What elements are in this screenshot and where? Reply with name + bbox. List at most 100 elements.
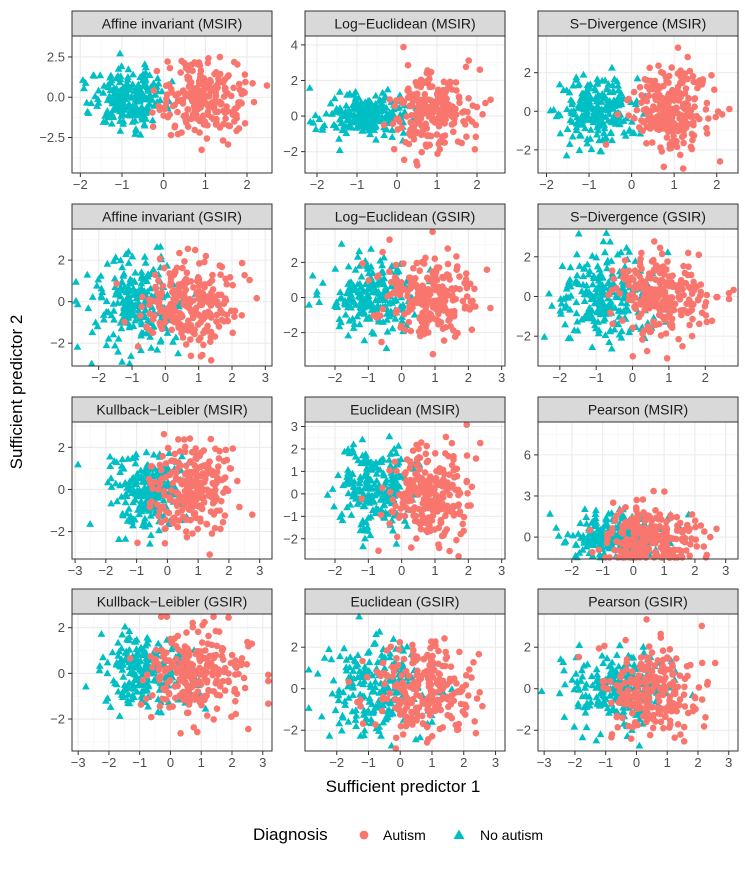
point-autism xyxy=(392,276,399,284)
point-autism xyxy=(425,141,433,149)
point-autism xyxy=(215,455,223,462)
point-autism xyxy=(415,518,422,526)
point-autism xyxy=(184,106,191,113)
point-autism xyxy=(703,99,711,107)
x-tick-label: 0 xyxy=(164,563,171,578)
point-autism xyxy=(414,162,421,169)
point-autism xyxy=(183,533,191,541)
point-autism xyxy=(646,64,653,72)
point-no-autism xyxy=(87,99,95,107)
point-autism xyxy=(188,470,195,478)
point-autism xyxy=(170,288,178,296)
point-autism xyxy=(196,260,203,267)
panel-log-euclidean-gsir: Log−Euclidean (GSIR)−2 −1 0 1 2 320−2 xyxy=(283,203,506,385)
point-autism xyxy=(400,156,408,164)
point-autism xyxy=(459,520,467,528)
point-autism xyxy=(633,270,640,277)
point-autism xyxy=(214,108,221,116)
point-autism xyxy=(651,286,658,293)
point-no-autism xyxy=(128,93,136,101)
point-autism xyxy=(454,502,462,510)
y-tick-label: −2 xyxy=(283,531,298,546)
point-autism xyxy=(635,313,643,321)
point-autism xyxy=(419,506,427,513)
point-autism xyxy=(418,131,425,139)
point-autism xyxy=(653,525,661,533)
point-autism xyxy=(158,475,166,483)
point-autism xyxy=(151,312,158,320)
point-no-autism xyxy=(81,79,90,86)
point-autism xyxy=(638,277,645,284)
point-autism xyxy=(238,312,246,319)
point-autism xyxy=(633,284,641,292)
point-autism xyxy=(224,487,232,495)
point-autism xyxy=(217,525,224,533)
point-autism xyxy=(194,115,201,123)
point-autism xyxy=(216,53,224,61)
point-autism xyxy=(686,67,694,75)
x-tick-label: 3 xyxy=(256,563,263,578)
point-autism xyxy=(217,100,225,108)
point-autism xyxy=(221,474,229,481)
point-autism xyxy=(629,353,637,360)
point-no-autism xyxy=(145,100,154,108)
point-autism xyxy=(213,115,220,123)
point-autism xyxy=(663,77,670,85)
point-autism xyxy=(193,484,201,491)
point-no-autism xyxy=(138,103,146,111)
point-autism xyxy=(454,329,461,337)
point-autism xyxy=(449,286,457,294)
point-autism xyxy=(422,450,430,458)
point-autism xyxy=(113,280,120,288)
point-autism xyxy=(434,150,441,157)
point-autism xyxy=(695,251,703,259)
point-autism xyxy=(187,322,195,329)
point-autism xyxy=(449,297,457,304)
point-autism xyxy=(453,253,460,260)
x-tick-label: 1 xyxy=(195,370,202,385)
y-tick-label: −2 xyxy=(283,325,298,340)
point-autism xyxy=(182,528,190,535)
x-tick-label: 2 xyxy=(225,563,232,578)
point-autism xyxy=(714,108,722,115)
point-autism xyxy=(180,502,188,510)
point-autism xyxy=(242,78,249,86)
point-autism xyxy=(427,473,434,480)
panel-title: Log−Euclidean (GSIR) xyxy=(335,209,475,225)
point-autism xyxy=(154,486,162,493)
point-autism xyxy=(450,128,457,136)
point-autism xyxy=(649,106,657,113)
point-autism xyxy=(683,300,690,308)
point-autism xyxy=(187,516,194,524)
point-autism xyxy=(175,436,182,443)
point-no-autism xyxy=(128,109,137,117)
point-autism xyxy=(429,350,437,358)
point-autism xyxy=(463,133,470,140)
point-autism xyxy=(653,114,660,121)
point-autism xyxy=(160,487,168,495)
point-autism xyxy=(149,485,156,492)
point-autism xyxy=(697,288,705,296)
point-autism xyxy=(406,89,414,97)
point-autism xyxy=(452,105,459,113)
point-autism xyxy=(651,238,658,245)
point-autism xyxy=(469,297,476,305)
point-autism xyxy=(167,131,175,139)
point-autism xyxy=(146,500,154,508)
point-no-autism xyxy=(124,73,132,80)
point-autism xyxy=(672,282,680,289)
point-autism xyxy=(183,482,191,490)
point-no-autism xyxy=(116,127,125,134)
point-no-autism xyxy=(131,130,140,137)
point-autism xyxy=(442,88,450,95)
point-autism xyxy=(701,528,708,535)
point-autism xyxy=(216,262,223,269)
point-autism xyxy=(205,492,213,499)
point-autism xyxy=(223,280,230,288)
point-autism xyxy=(688,535,695,542)
point-autism xyxy=(446,547,453,555)
point-autism xyxy=(681,534,689,542)
x-tick-label: −1 xyxy=(361,563,376,578)
point-autism xyxy=(439,325,447,333)
point-no-autism xyxy=(119,117,128,125)
